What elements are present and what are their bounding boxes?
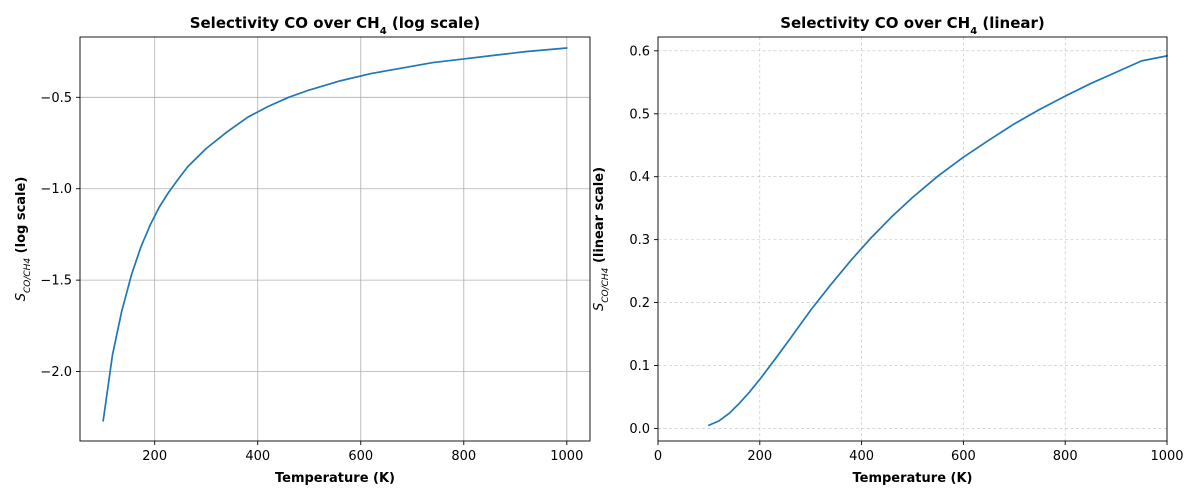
x-axis-label: Temperature (K) xyxy=(853,471,973,486)
y-tick-label: −1.0 xyxy=(40,182,72,197)
x-tick-label: 600 xyxy=(348,449,373,464)
y-tick-label: −2.0 xyxy=(40,365,72,380)
log-scale-chart: 200 400 600 800 1000 −2.0 −1.5 −1.0 −0.5 Selectiv… xyxy=(14,14,591,486)
y-tick-label: −0.5 xyxy=(40,91,72,106)
y-axis-label: SCO/CH4 (log scale) xyxy=(14,177,33,302)
x-tick-label: 800 xyxy=(451,449,476,464)
x-tick-label: 400 xyxy=(245,449,270,464)
x-tick-label: 0 xyxy=(654,449,662,464)
y-tick-label: 0.1 xyxy=(629,359,650,374)
x-tick-label: 200 xyxy=(747,449,772,464)
chart-title: Selectivity CO over CH4 (log scale) xyxy=(190,14,481,37)
chart-title: Selectivity CO over CH4 (linear) xyxy=(780,14,1045,37)
x-tick-label: 1000 xyxy=(1150,449,1183,464)
x-tick-label: 1000 xyxy=(550,449,583,464)
y-tick-label: 0.5 xyxy=(629,107,650,122)
y-tick-label: 0.0 xyxy=(629,422,650,437)
y-tick-label: 0.3 xyxy=(629,233,650,248)
series-line xyxy=(102,47,568,422)
x-tick-label: 200 xyxy=(142,449,167,464)
y-axis-label: SCO/CH4 (linear scale) xyxy=(592,167,611,311)
y-tick-label: 0.4 xyxy=(629,170,650,185)
x-tick-label: 400 xyxy=(849,449,874,464)
x-tick-label: 800 xyxy=(1053,449,1078,464)
series-line xyxy=(708,55,1168,427)
y-tick-label: 0.6 xyxy=(629,44,650,59)
plot-frame xyxy=(79,36,591,442)
linear-scale-chart: 0 200 400 600 800 1000 0.0 0.1 0.2 0.3 0.4 0.5 0.6 Se… xyxy=(592,14,1184,486)
y-tick-label: −1.5 xyxy=(40,274,72,289)
plot-frame xyxy=(657,36,1168,442)
y-tick-label: 0.2 xyxy=(629,296,650,311)
x-axis-label: Temperature (K) xyxy=(275,471,395,486)
x-tick-label: 600 xyxy=(951,449,976,464)
